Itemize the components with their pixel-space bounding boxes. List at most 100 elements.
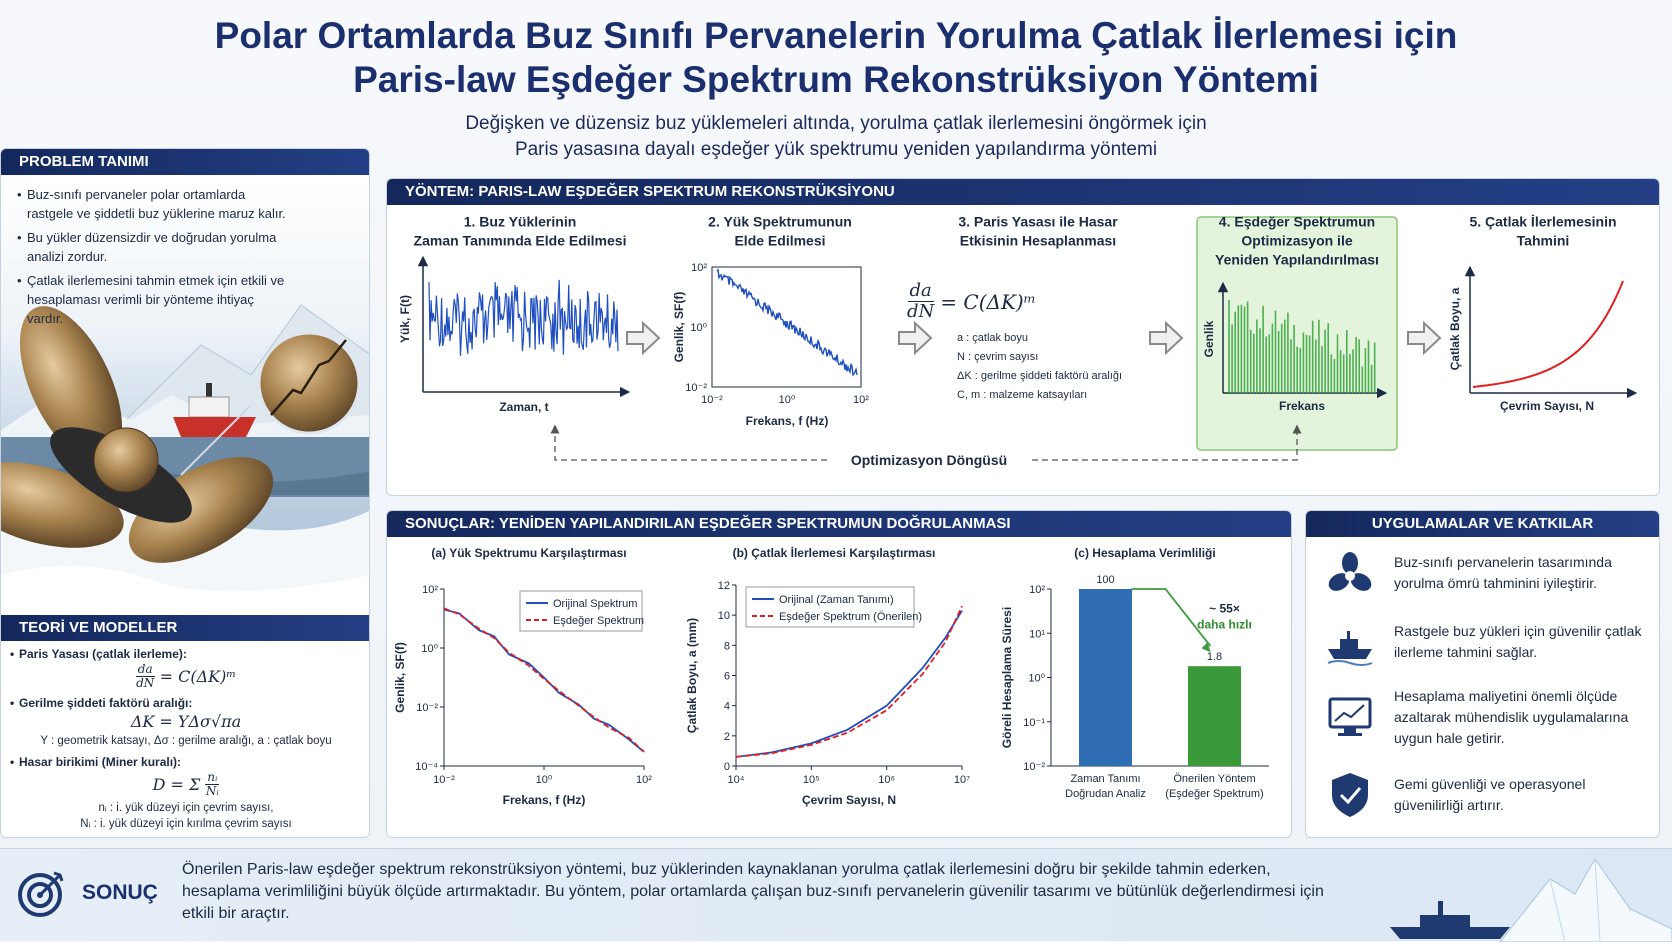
axis-label: Genlik, SF(f): [672, 292, 686, 363]
x-tick-label: 10⁷: [954, 774, 970, 786]
app-icons: [1327, 552, 1373, 817]
conclusion-bar: SONUÇ Önerilen Paris-law eşdeğer spektru…: [0, 848, 1672, 942]
method-diagram: 1. Buz Yüklerinin Zaman Tanımında Elde Ed…: [398, 214, 1638, 468]
step-arrow: [626, 320, 661, 356]
x-tick-label: 10⁰: [536, 774, 553, 786]
y-tick-label: 10⁻⁴: [415, 761, 438, 773]
y-tick-label: 10²: [422, 584, 438, 596]
loop-arrow: [550, 424, 827, 461]
section-heading: TEORİ VE MODELLER: [1, 615, 369, 641]
y-tick-label: 6: [724, 671, 730, 683]
spectrum-illustration: [716, 268, 858, 377]
section-heading: PROBLEM TANIMI: [1, 149, 369, 175]
y-tick-label: 10¹: [1029, 628, 1045, 640]
monitor-icon: [1328, 697, 1372, 736]
denominator: Nᵢ: [205, 784, 219, 798]
x-tick-label: 10⁻²: [433, 774, 455, 786]
subtitle-line: Değişken ve düzensiz buz yüklemeleri alt…: [465, 113, 1207, 134]
app-item: Gemi güvenliği ve operasyonel güvenilirl…: [1394, 776, 1586, 813]
series-line: [735, 610, 963, 758]
formula: da dN = C(ΔK)ᵐ: [907, 281, 1036, 322]
y-tick-label: 10⁰: [1028, 673, 1045, 685]
legend-box: [745, 586, 915, 628]
formula: da dN = C(ΔK)ᵐ: [1, 663, 369, 690]
axis-label: Zaman, t: [499, 400, 548, 414]
app-item: Rastgele buz yükleri için güvenilir çatl…: [1394, 623, 1642, 660]
formula-lhs: D = Σ: [152, 775, 201, 794]
series-line: [443, 608, 645, 753]
formula: D = Σ nᵢ Nᵢ: [1, 770, 369, 798]
ship-icon: [1327, 631, 1373, 666]
iceberg-illustration: [1390, 858, 1672, 942]
y-tick-label: 10: [718, 610, 730, 622]
denominator: dN: [907, 301, 935, 322]
bullet-list: Buz-sınıfı pervaneler polar ortamlarda r…: [9, 185, 299, 333]
formula-legend: a : çatlak boyu: [957, 332, 1028, 344]
title-line: Paris-law Eşdeğer Spektrum Rekonstrüksiy…: [353, 59, 1319, 100]
title-line: Polar Ortamlarda Buz Sınıfı Pervanelerin…: [214, 15, 1458, 56]
theory-label: Gerilme şiddeti faktörü aralığı:: [10, 696, 369, 710]
results-panel: (a) Yük Spektrumu Karşılaştırması 10⁻⁴ 10⁻…: [386, 510, 1292, 838]
y-axis-label: Göreli Hesaplama Süresi: [1000, 607, 1014, 748]
plot-frame: [711, 266, 862, 388]
y-axis-label: Genlik, SF(f): [393, 642, 407, 713]
x-tick-label: 10⁵: [803, 774, 820, 786]
annotation: ~ 55×: [1209, 602, 1240, 616]
x-axis-label: Frekans, f (Hz): [503, 793, 586, 807]
y-tick-label: 8: [724, 640, 730, 652]
y-tick-label: 12: [718, 580, 730, 592]
left-panel: PROBLEM TANIMI Buz-sınıfı pervaneler pol…: [0, 148, 370, 838]
formula-rhs: = C(ΔK)ᵐ: [159, 667, 237, 686]
applications-panel: UYGULAMALAR VE KATKILAR Buz-sınıfı perva…: [1305, 510, 1660, 838]
step-title: Etkisinin Hesaplanması: [960, 233, 1116, 249]
results-charts: (a) Yük Spektrumu Karşılaştırması10⁻⁴10⁻…: [393, 545, 1269, 807]
formula-rhs: = C(ΔK)ᵐ: [940, 289, 1036, 314]
formula-legend: ΔK : gerilme şiddeti faktörü aralığı: [957, 370, 1122, 382]
conclusion-text: Önerilen Paris-law eşdeğer spektrum reko…: [182, 861, 1324, 922]
axis-label: Frekans: [1279, 399, 1325, 413]
step-title: 1. Buz Yüklerinin: [464, 214, 577, 230]
axis-label: Çevrim Sayısı, N: [1500, 399, 1594, 413]
chart-title: (b) Çatlak İlerlemesi Karşılaştırması: [733, 545, 936, 560]
bullet: Buz-sınıfı pervaneler polar ortamlarda r…: [17, 185, 289, 223]
legend-label: Eşdeğer Spektrum: [553, 615, 644, 627]
step-arrow: [898, 320, 933, 356]
tick-label: 10⁻²: [685, 382, 707, 394]
series-line: [443, 607, 645, 753]
theory-section: TEORİ VE MODELLER Paris Yasası (çatlak i…: [1, 615, 369, 837]
loop-arrow: [1032, 424, 1302, 461]
y-tick-label: 0: [724, 761, 730, 773]
y-tick-label: 2: [724, 731, 730, 743]
signal-illustration: [428, 279, 619, 356]
target-icon: [18, 871, 64, 917]
y-tick-label: 10²: [1029, 584, 1045, 596]
step-title: Yeniden Yapılandırılması: [1215, 252, 1379, 268]
bar: [1188, 666, 1241, 766]
series-line: [735, 605, 963, 758]
denominator: dN: [136, 676, 155, 690]
step-arrow: [1407, 320, 1442, 356]
axis-label: Çatlak Boyu, a: [1448, 287, 1462, 370]
annotation: daha hızlı: [1197, 618, 1252, 632]
y-tick-label: 10⁻¹: [1023, 717, 1045, 729]
step-title: Tahmini: [1517, 233, 1570, 249]
crack-inset: [180, 331, 361, 476]
numerator: da: [907, 280, 934, 302]
chart-title: (c) Hesaplama Verimliliği: [1074, 546, 1215, 560]
scene-illustration: [1, 175, 369, 615]
numerator: nᵢ: [205, 770, 220, 785]
annotation-arrow: [1131, 588, 1212, 647]
bullet: Çatlak ilerlemesini tahmin etmek için et…: [17, 271, 289, 328]
y-tick-label: 10⁰: [421, 643, 438, 655]
theory-label: Paris Yasası (çatlak ilerleme):: [10, 647, 369, 661]
subtitle-line: Paris yasasına dayalı eşdeğer yük spektr…: [514, 139, 1158, 160]
axis-label: Yük, F(t): [398, 295, 412, 343]
axis-label: Frekans, f (Hz): [746, 414, 829, 428]
tick-label: 10²: [853, 394, 869, 406]
section-heading: UYGULAMALAR VE KATKILAR: [1306, 511, 1659, 537]
bullet: Bu yükler düzensizdir ve doğrudan yorulm…: [17, 228, 289, 266]
x-category-label: Zaman Tanımı: [1070, 773, 1140, 785]
x-category-label: Doğrudan Analiz: [1065, 788, 1146, 800]
y-tick-label: 10⁻²: [416, 702, 438, 714]
tick-label: 10⁰: [690, 322, 707, 334]
